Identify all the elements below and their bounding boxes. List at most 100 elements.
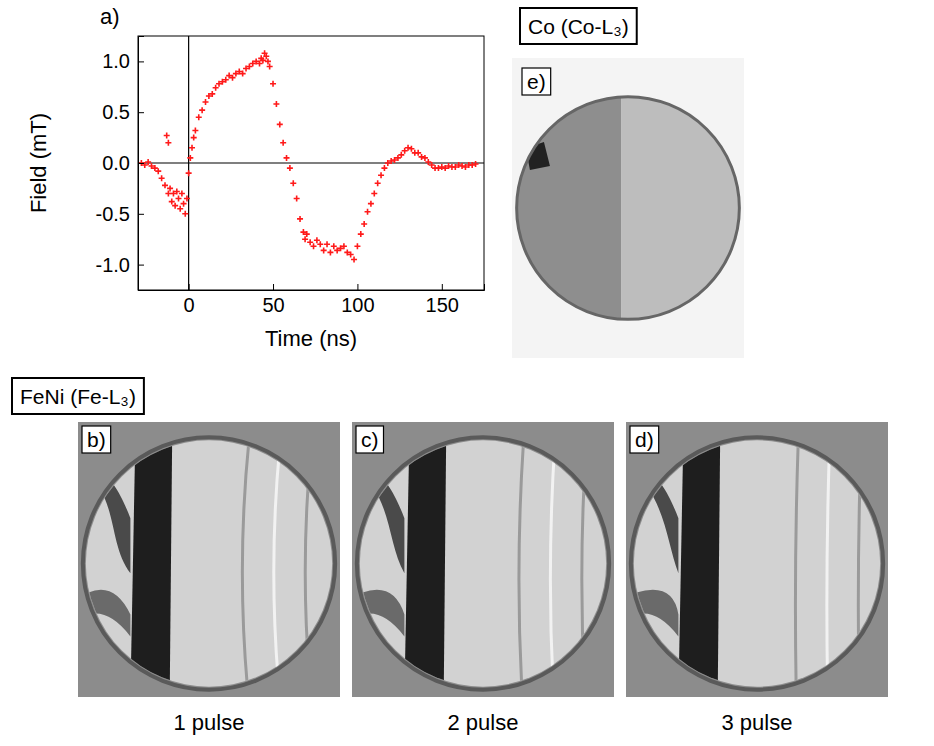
- point: [182, 211, 188, 217]
- point: [284, 155, 290, 161]
- point: [435, 165, 441, 171]
- point: [203, 99, 209, 105]
- point: [270, 81, 276, 87]
- point: [459, 163, 465, 169]
- domain-swirl: [636, 590, 678, 637]
- point: [260, 57, 266, 63]
- micrograph-content: [78, 422, 340, 697]
- tick-label: 0: [184, 294, 195, 316]
- point: [368, 201, 374, 207]
- domain-swirl: [362, 590, 404, 637]
- image-panel: b)1 pulse: [78, 422, 340, 735]
- point: [351, 257, 357, 263]
- point: [419, 154, 425, 160]
- image-caption: 1 pulse: [174, 710, 245, 735]
- panel-letter-text: d): [635, 428, 654, 451]
- tick-label: 150: [426, 294, 459, 316]
- point: [341, 243, 347, 249]
- point: [446, 163, 452, 169]
- point: [439, 164, 445, 170]
- point: [181, 201, 187, 207]
- point: [213, 85, 219, 91]
- micrograph-right: [621, 58, 744, 358]
- domain-band: [130, 422, 172, 697]
- tick-label: -1.0: [96, 254, 130, 276]
- point: [287, 165, 293, 171]
- micrograph-ground: [512, 58, 744, 358]
- domain-wall: [582, 422, 588, 697]
- y-axis-title: Field (mT): [26, 113, 51, 213]
- panel-letter-box: [630, 426, 659, 453]
- point: [199, 107, 205, 113]
- domain-band: [678, 422, 720, 697]
- point: [398, 152, 404, 158]
- point: [314, 237, 320, 243]
- figure: 050100150-1.0-0.50.00.51.0Time (ns)Field…: [0, 0, 934, 746]
- point: [196, 114, 202, 120]
- axis-line: [139, 284, 485, 291]
- panel-letter: d): [630, 426, 659, 453]
- point: [422, 155, 428, 161]
- point: [162, 182, 168, 188]
- point: [230, 75, 236, 81]
- point: [177, 206, 183, 212]
- plot-frame: [138, 36, 484, 290]
- point: [209, 91, 215, 97]
- image-caption: 3 pulse: [722, 710, 793, 735]
- micrograph-content: [512, 58, 744, 358]
- image-panel: c)2 pulse: [352, 422, 614, 735]
- micrograph-ground: [78, 422, 340, 697]
- point: [189, 145, 195, 151]
- panel-letter-text: c): [361, 428, 379, 451]
- domain-wall: [795, 422, 798, 697]
- point: [469, 162, 475, 168]
- tick-mark: [273, 284, 274, 290]
- point: [246, 63, 252, 69]
- domain-swirl: [639, 473, 678, 573]
- point: [371, 190, 377, 196]
- tick: 100: [341, 284, 374, 316]
- tick-mark: [189, 284, 190, 290]
- point: [294, 196, 300, 202]
- point: [277, 121, 283, 127]
- group-header: Co (Co-L₃): [520, 8, 637, 44]
- tick-label: 1.0: [102, 50, 130, 72]
- tick-label: 0.5: [102, 101, 130, 123]
- group-header-box: [520, 8, 637, 44]
- domain-swirl: [88, 590, 130, 637]
- point: [327, 249, 333, 255]
- panel-label: a): [100, 4, 120, 29]
- x-axis: 050100150: [139, 284, 485, 316]
- point: [388, 158, 394, 164]
- point: [167, 185, 173, 191]
- y-axis: -1.0-0.50.00.51.0: [96, 37, 144, 291]
- tick-mark: [442, 284, 443, 290]
- point: [273, 101, 279, 107]
- tick-label: 0.0: [102, 152, 130, 174]
- point: [172, 203, 178, 209]
- domain-band: [404, 422, 446, 697]
- image-panel: e): [512, 58, 744, 358]
- point: [395, 155, 401, 161]
- point: [429, 162, 435, 168]
- domain-wall: [550, 422, 556, 697]
- micrograph: [626, 422, 888, 697]
- panel-letter-box: [522, 68, 551, 95]
- point: [267, 63, 273, 69]
- point: [321, 247, 327, 253]
- micrograph-content: [626, 422, 888, 697]
- group-header-box: [12, 378, 144, 414]
- domain-wall: [305, 422, 314, 697]
- point: [145, 159, 151, 165]
- micrograph-ground: [352, 422, 614, 697]
- image-panel: d) 3 pulse: [626, 422, 888, 735]
- domain-wall: [242, 422, 251, 697]
- point: [378, 172, 384, 178]
- data-points: [138, 50, 478, 262]
- point: [405, 145, 411, 151]
- domain-wall: [858, 422, 861, 697]
- tick-mark: [138, 214, 144, 215]
- tick: 150: [426, 284, 459, 316]
- point: [155, 168, 161, 174]
- micrograph: [512, 58, 744, 358]
